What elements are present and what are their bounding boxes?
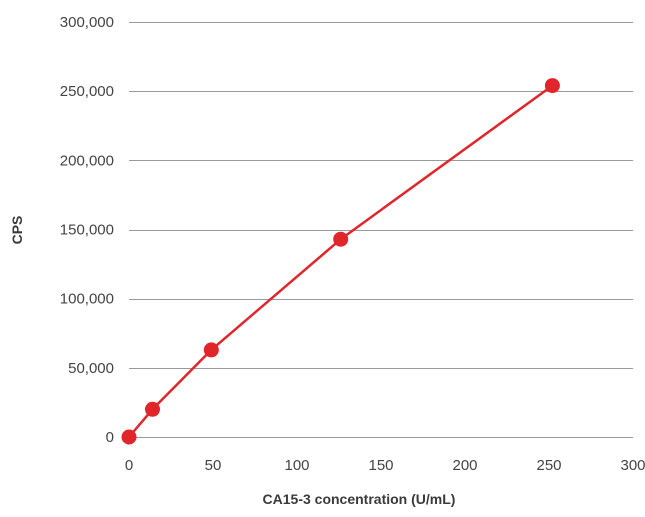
series-line-0 [128,84,554,438]
y-tick-label-0: 0 [106,429,114,446]
x-tick-label-2: 100 [284,457,309,474]
data-point-0-0 [121,429,137,445]
y-tick-label-4: 200,000 [60,152,114,169]
y-axis-tick-labels: 0 50,000 100,000 150,000 200,000 250,000 300,0… [60,14,114,446]
x-tick-label-1: 50 [205,457,222,474]
x-axis-title: CA15-3 concentration (U/mL) [263,491,456,507]
data-series [121,78,560,445]
x-tick-label-6: 300 [620,457,645,474]
data-point-0-4 [544,78,560,94]
y-tick-label-3: 150,000 [60,222,114,239]
data-point-0-2 [203,342,219,358]
data-point-0-1 [145,401,160,417]
x-tick-label-0: 0 [125,457,133,474]
x-axis-tick-labels: 0 50 100 150 200 250 300 [125,457,645,474]
y-axis-title: CPS [9,216,25,245]
gridlines [129,22,633,438]
y-tick-label-5: 250,000 [60,83,114,100]
y-tick-label-6: 300,000 [60,14,114,31]
x-tick-label-4: 200 [452,457,477,474]
x-tick-label-5: 250 [536,457,561,474]
y-tick-label-1: 50,000 [68,360,114,377]
x-tick-label-3: 150 [368,457,393,474]
y-tick-label-2: 100,000 [60,291,114,308]
data-point-0-3 [333,231,349,247]
